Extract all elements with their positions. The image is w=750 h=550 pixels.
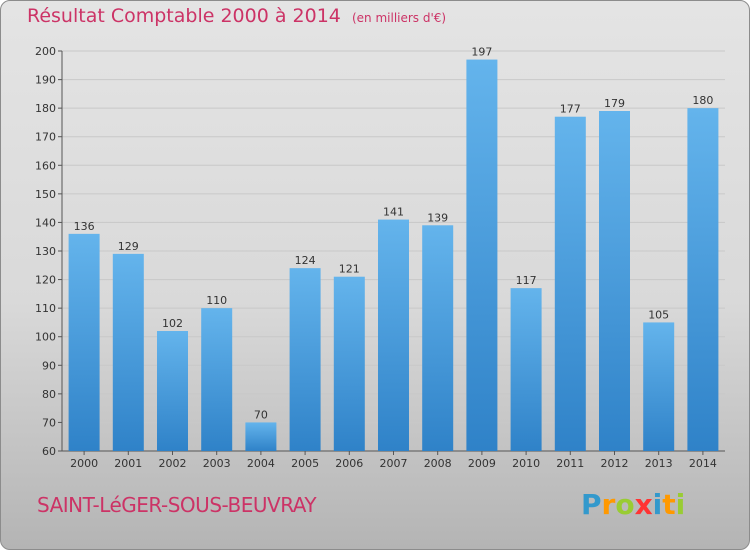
- value-labels: 136 129 102 110 70 124 121 141 139 197 117 177 179 10…: [74, 46, 714, 422]
- bar: [68, 233, 100, 451]
- commune-name: SAINT-LéGER-SOUS-BEUVRAY: [37, 493, 317, 517]
- logo-letter: t: [662, 488, 676, 521]
- logo-letter: o: [615, 488, 635, 521]
- y-tick-labels: 60 70 80 90 100 110 120 130 140 150 160 170 180 190 20…: [35, 45, 56, 458]
- chart-title-unit: (en milliers d'€): [351, 11, 447, 25]
- bar: [599, 111, 630, 451]
- bar: [333, 276, 365, 451]
- bar: [378, 219, 409, 451]
- y-tick-label: 60: [42, 445, 56, 458]
- x-tick-label: 2014: [689, 457, 717, 470]
- logo-letter: x: [634, 488, 653, 521]
- bar: [422, 225, 454, 451]
- bar: [466, 59, 498, 451]
- x-tick-label: 2013: [645, 457, 673, 470]
- y-tick-label: 190: [35, 74, 56, 87]
- bar-value-label: 177: [560, 103, 581, 116]
- y-tick-label: 170: [35, 131, 56, 144]
- bar-value-label: 105: [648, 308, 669, 321]
- y-tick-label: 130: [35, 245, 56, 258]
- proxiti-logo: Proxiti: [581, 488, 685, 521]
- y-tick-label: 160: [35, 159, 56, 172]
- y-tick-label: 70: [42, 416, 56, 429]
- bar-value-label: 110: [206, 294, 227, 307]
- x-tick-label: 2007: [380, 457, 408, 470]
- x-tick-label: 2005: [291, 457, 319, 470]
- bar-value-label: 117: [516, 274, 537, 287]
- logo-letter: P: [581, 488, 602, 521]
- bar-value-label: 124: [295, 254, 316, 267]
- y-tick-label: 80: [42, 388, 56, 401]
- y-tick-label: 90: [42, 359, 56, 372]
- bar-value-label: 141: [383, 206, 404, 219]
- bars: [68, 59, 719, 452]
- bar: [157, 331, 188, 451]
- x-tick-label: 2011: [556, 457, 584, 470]
- logo-letter: i: [652, 488, 663, 521]
- x-tick-label: 2010: [512, 457, 540, 470]
- bar-value-label: 180: [692, 94, 713, 107]
- logo-letter: i: [675, 488, 686, 521]
- bar: [510, 288, 542, 451]
- y-tick-label: 140: [35, 216, 56, 229]
- x-tick-label: 2006: [335, 457, 363, 470]
- bar-value-label: 136: [74, 220, 95, 233]
- x-tick-label: 2012: [601, 457, 629, 470]
- bar: [289, 268, 321, 451]
- logo-letter: r: [601, 488, 616, 521]
- y-tick-label: 180: [35, 102, 56, 115]
- x-tick-label: 2003: [203, 457, 231, 470]
- chart-title: Résultat Comptable 2000 à 2014 (en milli…: [27, 5, 446, 27]
- x-tick-label: 2004: [247, 457, 275, 470]
- y-tick-label: 120: [35, 274, 56, 287]
- chart-title-main: Résultat Comptable 2000 à 2014: [27, 5, 341, 27]
- bar: [245, 422, 277, 451]
- y-tick-label: 110: [35, 302, 56, 315]
- bar: [687, 108, 719, 452]
- bar-value-label: 139: [427, 211, 448, 224]
- x-tick-labels: 2000 2001 2002 2003 2004 2005 2006 2007 2008 2009…: [70, 451, 717, 470]
- x-tick-label: 2000: [70, 457, 98, 470]
- bar-value-label: 121: [339, 263, 360, 276]
- y-tick-label: 200: [35, 45, 56, 58]
- bar-value-label: 102: [162, 317, 183, 330]
- bar: [554, 116, 586, 451]
- x-tick-label: 2008: [424, 457, 452, 470]
- bar: [643, 322, 675, 451]
- bar: [112, 253, 144, 451]
- bar-value-label: 179: [604, 97, 625, 110]
- y-tick-label: 150: [35, 188, 56, 201]
- x-tick-label: 2002: [159, 457, 187, 470]
- x-tick-label: 2001: [114, 457, 142, 470]
- bar-value-label: 129: [118, 240, 139, 253]
- bar-value-label: 70: [254, 408, 268, 421]
- x-tick-label: 2009: [468, 457, 496, 470]
- bar-value-label: 197: [471, 46, 492, 59]
- y-tick-label: 100: [35, 331, 56, 344]
- bar: [201, 308, 233, 451]
